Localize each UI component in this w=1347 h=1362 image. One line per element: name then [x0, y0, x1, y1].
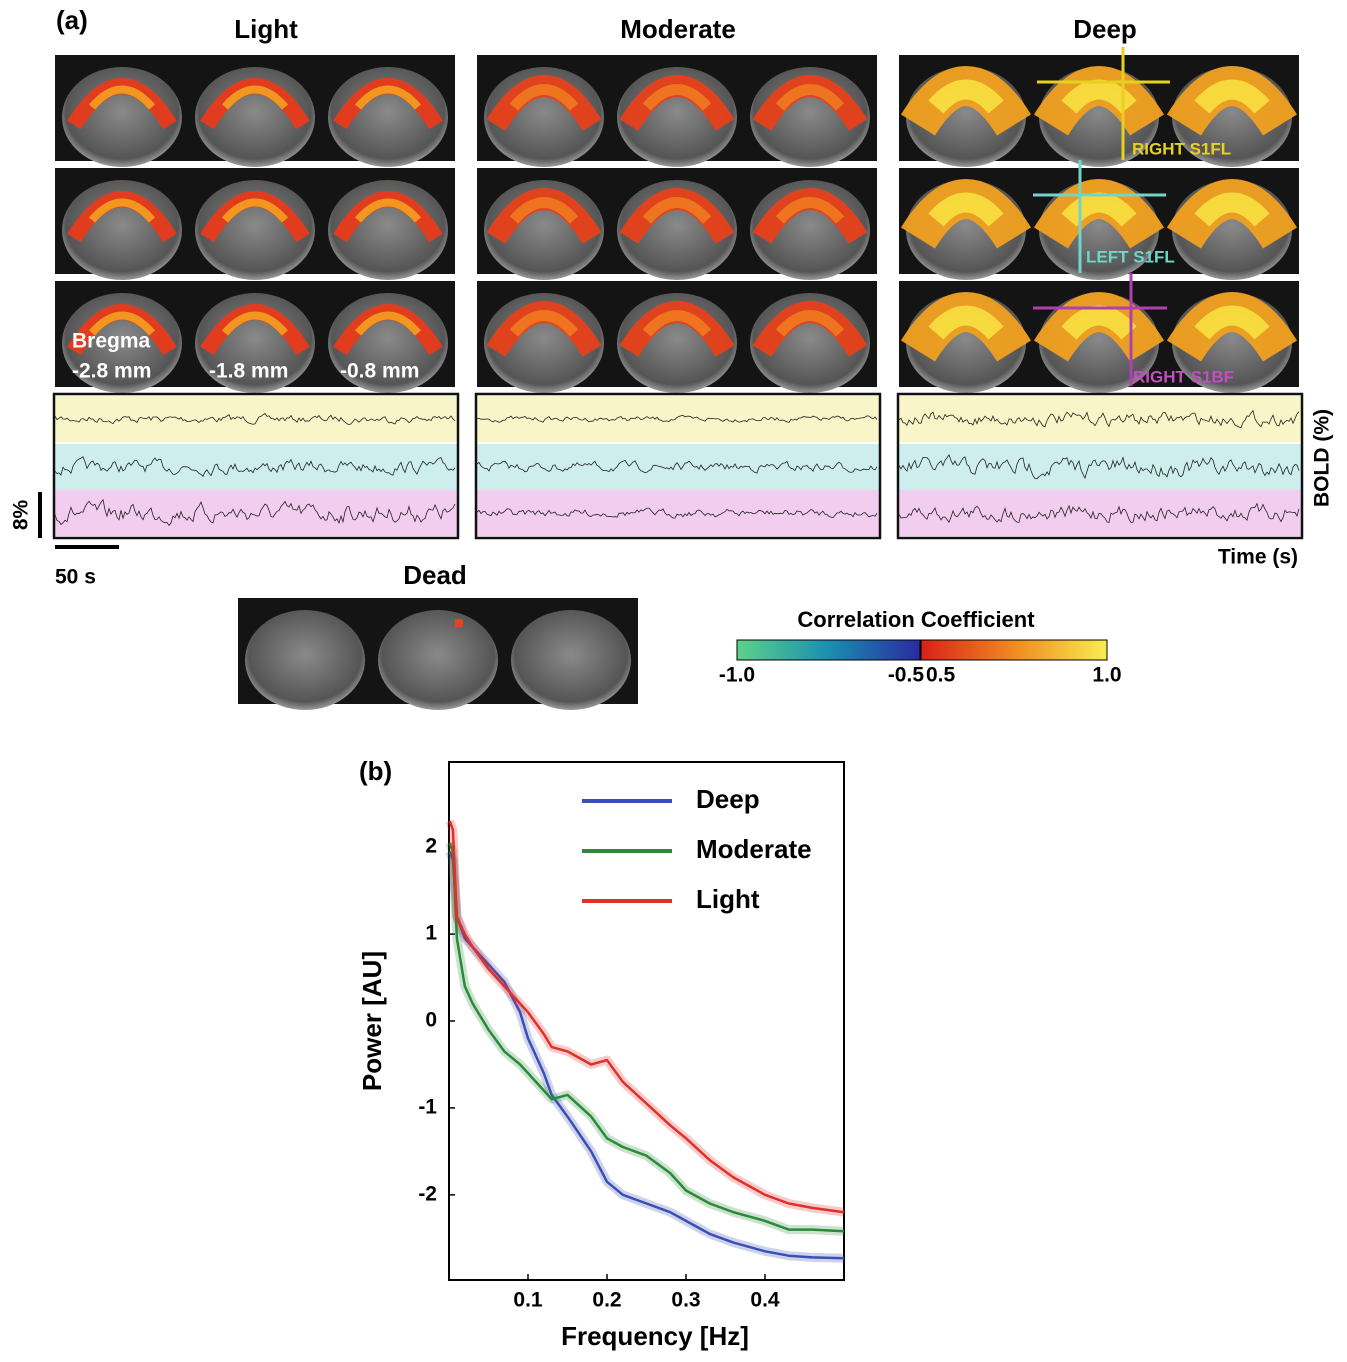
- line: [448, 820, 845, 1214]
- legend-label: Light: [696, 884, 760, 914]
- panel-label: (b): [359, 756, 392, 786]
- activation: [928, 79, 1004, 114]
- colorbar-tick-label: 0.5: [926, 664, 956, 687]
- activation: [354, 311, 422, 336]
- activation: [928, 192, 1004, 227]
- activation: [509, 197, 579, 224]
- activation: [509, 84, 579, 111]
- activation: [1194, 305, 1270, 340]
- activation: [775, 310, 845, 337]
- activation: [1061, 192, 1137, 227]
- activation: [354, 198, 422, 223]
- roi-label: LEFT S1FL: [1086, 247, 1175, 266]
- y-tick-label: -1: [418, 1095, 437, 1118]
- activation: [221, 311, 289, 336]
- y-tick-label: 1: [425, 922, 437, 945]
- colorbar-tick-label: -1.0: [719, 664, 755, 687]
- activation: [1194, 192, 1270, 227]
- brain-slice: [245, 610, 365, 710]
- slice-label: -1.8 mm: [209, 360, 288, 383]
- column-title: Light: [234, 14, 298, 44]
- trace-band: [477, 444, 879, 490]
- activation: [509, 310, 579, 337]
- x-tick-label: 0.4: [750, 1289, 780, 1312]
- activation: [221, 198, 289, 223]
- roi-label: RIGHT S1FL: [1132, 139, 1231, 158]
- slice-label: -2.8 mm: [72, 360, 151, 383]
- bregma-label: Bregma: [72, 330, 151, 353]
- trace-band: [899, 490, 1301, 536]
- trace-band: [477, 396, 879, 442]
- activation: [642, 84, 712, 111]
- bold-trace: [898, 454, 1300, 480]
- bold-trace: [54, 456, 456, 477]
- panels: [52, 47, 1304, 710]
- activation: [88, 311, 156, 336]
- x-axis-label: Frequency [Hz]: [561, 1321, 749, 1351]
- bold-trace: [476, 507, 878, 519]
- activation: [1194, 79, 1270, 114]
- bold-trace: [54, 498, 456, 526]
- column-title: Moderate: [620, 14, 736, 44]
- activation: [775, 84, 845, 111]
- bold-trace: [898, 502, 1300, 524]
- y-tick-label: 2: [425, 835, 437, 858]
- activation: [354, 85, 422, 110]
- y-axis-label: BOLD (%): [1311, 409, 1334, 507]
- trace-frame: [474, 392, 882, 540]
- trace-band: [899, 396, 1301, 442]
- trace-band: [55, 490, 457, 536]
- legend-label: Moderate: [696, 834, 812, 864]
- panel-label: (a): [56, 5, 88, 35]
- activation: [642, 197, 712, 224]
- bold-trace: [476, 414, 878, 423]
- y-tick-label: -2: [418, 1182, 437, 1205]
- x-tick-label: 0.1: [513, 1289, 543, 1312]
- trace-band: [899, 444, 1301, 490]
- brain-slice: [378, 610, 498, 710]
- brain-slice: [511, 610, 631, 710]
- colorbar-tick-label: 1.0: [1092, 664, 1121, 687]
- trace-band: [55, 396, 457, 442]
- x-axis-label: Time (s): [1218, 546, 1298, 569]
- activation: [928, 305, 1004, 340]
- bold-trace: [476, 459, 878, 474]
- scale-bar-label: 50 s: [55, 566, 96, 589]
- activation: [642, 310, 712, 337]
- scale-bar-label: 8%: [10, 500, 33, 531]
- trace-frame: [896, 392, 1304, 540]
- trace-band: [477, 490, 879, 536]
- roi-label: RIGHT S1BF: [1133, 367, 1234, 386]
- dead-title: Dead: [403, 560, 467, 590]
- activation: [775, 197, 845, 224]
- colorbar-tick-label: -0.5: [888, 664, 925, 687]
- activation: [221, 85, 289, 110]
- activation: [88, 85, 156, 110]
- y-tick-label: 0: [425, 1009, 437, 1032]
- bold-trace: [898, 409, 1300, 429]
- colorbar: [920, 639, 1108, 661]
- colorbar: [736, 639, 921, 661]
- column-title: Deep: [1073, 14, 1137, 44]
- y-axis-label: Power [AU]: [357, 951, 387, 1091]
- trace-band: [55, 444, 457, 490]
- activation: [1061, 305, 1137, 340]
- legend-label: Deep: [696, 784, 760, 814]
- x-tick-label: 0.3: [671, 1289, 700, 1312]
- slice-label: -0.8 mm: [340, 360, 419, 383]
- x-tick-label: 0.2: [592, 1289, 621, 1312]
- bold-trace: [54, 412, 456, 426]
- trace-frame: [52, 392, 460, 540]
- line: [448, 842, 845, 1233]
- activation: [88, 198, 156, 223]
- colorbar-title: Correlation Coefficient: [797, 607, 1035, 632]
- activation: [455, 619, 463, 627]
